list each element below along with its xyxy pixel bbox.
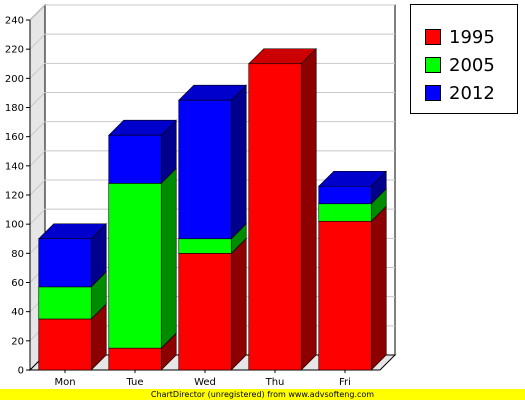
- footer-watermark: ChartDirector (unregistered) from www.ad…: [0, 389, 525, 400]
- legend-swatch-1995: [425, 29, 441, 45]
- y-tick-label: 220: [5, 45, 24, 56]
- y-tick-label: 40: [11, 307, 24, 318]
- x-tick-label: Fri: [339, 377, 351, 388]
- legend-swatch-2005: [425, 57, 441, 73]
- bar-tue-2005: [108, 183, 162, 349]
- x-tick-label: Tue: [125, 377, 143, 388]
- grid-line-side: [29, 208, 46, 225]
- grid-line-side: [29, 62, 46, 79]
- legend-swatch-2012: [425, 85, 441, 101]
- legend: 1995 2005 2012: [410, 4, 518, 114]
- y-tick-label: 60: [11, 278, 24, 289]
- y-tick-label: 80: [11, 249, 24, 260]
- bar-tue-2005-side: [160, 167, 177, 349]
- bar-wed-2005: [178, 238, 232, 254]
- bar-mon-1995: [38, 318, 92, 371]
- bar-fri-1995-side: [370, 205, 387, 371]
- bar-wed-1995: [178, 253, 232, 371]
- grid-line-side: [29, 92, 46, 108]
- bar-thu-1995-side: [300, 48, 317, 371]
- bar-thu-1995: [248, 63, 302, 371]
- legend-item-2005: 2005: [425, 53, 495, 77]
- y-tick-label: 140: [5, 161, 24, 172]
- y-tick-label: 180: [5, 103, 24, 114]
- bar-fri-2012: [318, 185, 372, 205]
- bar-wed-1995-side: [230, 237, 247, 371]
- grid-line-side: [29, 121, 46, 138]
- grid-line-side: [29, 4, 46, 21]
- bar-chart: 0 20 40 60 80 100 120 140 160 180 200 220 240 Mon Tue W…: [5, 3, 397, 388]
- grid-line-side: [29, 150, 46, 167]
- y-tick-label: 200: [5, 74, 24, 85]
- bar-mon-2012: [38, 238, 92, 288]
- bar-wed-2012-side: [230, 84, 247, 240]
- y-tick-label: 240: [5, 16, 24, 27]
- y-tick-label: 20: [11, 336, 24, 347]
- bar-wed-2012: [178, 99, 232, 240]
- bar-fri-1995: [318, 220, 372, 371]
- legend-item-1995: 1995: [425, 25, 495, 49]
- bar-tue-2012: [108, 134, 162, 184]
- x-tick-label: Wed: [194, 377, 216, 388]
- legend-label-1995: 1995: [449, 26, 495, 48]
- x-tick-label: Mon: [54, 377, 75, 388]
- y-tick-label: 0: [18, 366, 24, 377]
- legend-label-2012: 2012: [449, 82, 495, 104]
- bar-tue-1995: [108, 347, 162, 371]
- grid-line-side: [29, 33, 46, 50]
- y-tick-label: 120: [5, 191, 24, 202]
- bar-fri-2005: [318, 203, 372, 222]
- y-tick-label: 160: [5, 132, 24, 143]
- x-tick-label: Thu: [265, 377, 285, 388]
- bar-mon-2005: [38, 286, 92, 320]
- y-tick-label: 100: [5, 220, 24, 231]
- legend-item-2012: 2012: [425, 81, 495, 105]
- legend-label-2005: 2005: [449, 54, 495, 76]
- grid-line-side: [29, 179, 46, 196]
